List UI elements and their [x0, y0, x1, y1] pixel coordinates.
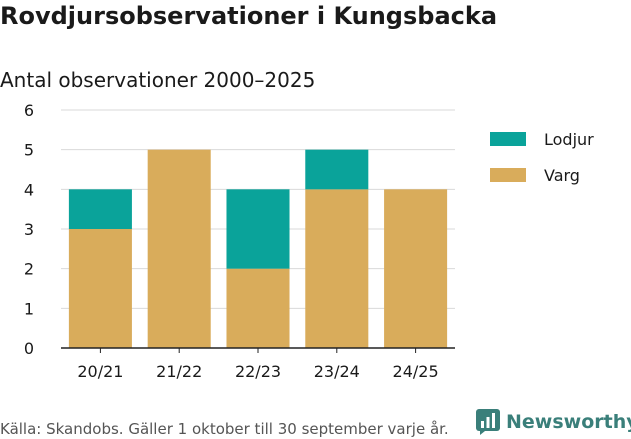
bar-lodjur-22-23 [226, 189, 290, 269]
legend-swatch-varg [490, 168, 526, 182]
y-tick-label: 4 [24, 180, 34, 199]
newsworthy-logo-icon [476, 409, 500, 435]
chart-subtitle: Antal observationer 2000–2025 [0, 68, 316, 92]
x-tick-label: 21/22 [156, 362, 202, 381]
legend: Lodjur Varg [490, 128, 594, 200]
x-tick-labels: 20/21 21/22 22/23 23/24 24/25 [77, 362, 438, 381]
source-note: Källa: Skandobs. Gäller 1 oktober till 3… [0, 420, 449, 438]
bar-lodjur-20-21 [68, 189, 132, 229]
legend-label-lodjur: Lodjur [544, 129, 594, 149]
bar-varg-24-25 [384, 189, 448, 348]
bar-chart: 0 1 2 3 4 5 6 20/21 21/22 22/23 23/24 24/25 [24, 101, 455, 381]
y-tick-label: 5 [24, 141, 34, 160]
bar-varg-23-24 [305, 189, 369, 348]
y-tick-label: 0 [24, 339, 34, 358]
y-tick-label: 6 [24, 101, 34, 120]
bar-varg-20-21 [68, 229, 132, 348]
y-tick-labels: 0 1 2 3 4 5 6 [24, 101, 34, 358]
y-tick-label: 1 [24, 299, 34, 318]
bar-varg-21-22 [147, 149, 211, 348]
x-tick-label: 23/24 [314, 362, 360, 381]
y-tick-label: 2 [24, 260, 34, 279]
legend-swatch-lodjur [490, 132, 526, 146]
bars [68, 149, 448, 348]
bar-varg-22-23 [226, 268, 290, 348]
bar-lodjur-23-24 [305, 149, 369, 190]
x-tick-label: 22/23 [235, 362, 281, 381]
chart-title: Rovdjursobservationer i Kungsbacka [0, 2, 498, 30]
legend-item-lodjur: Lodjur [490, 128, 594, 150]
y-tick-label: 3 [24, 220, 34, 239]
x-tick-marks [99, 348, 417, 353]
legend-label-varg: Varg [544, 165, 580, 185]
legend-item-varg: Varg [490, 164, 594, 186]
x-tick-label: 24/25 [393, 362, 439, 381]
brand-name: Newsworthy [506, 411, 631, 433]
brand: Newsworthy [476, 409, 631, 435]
x-tick-label: 20/21 [77, 362, 123, 381]
